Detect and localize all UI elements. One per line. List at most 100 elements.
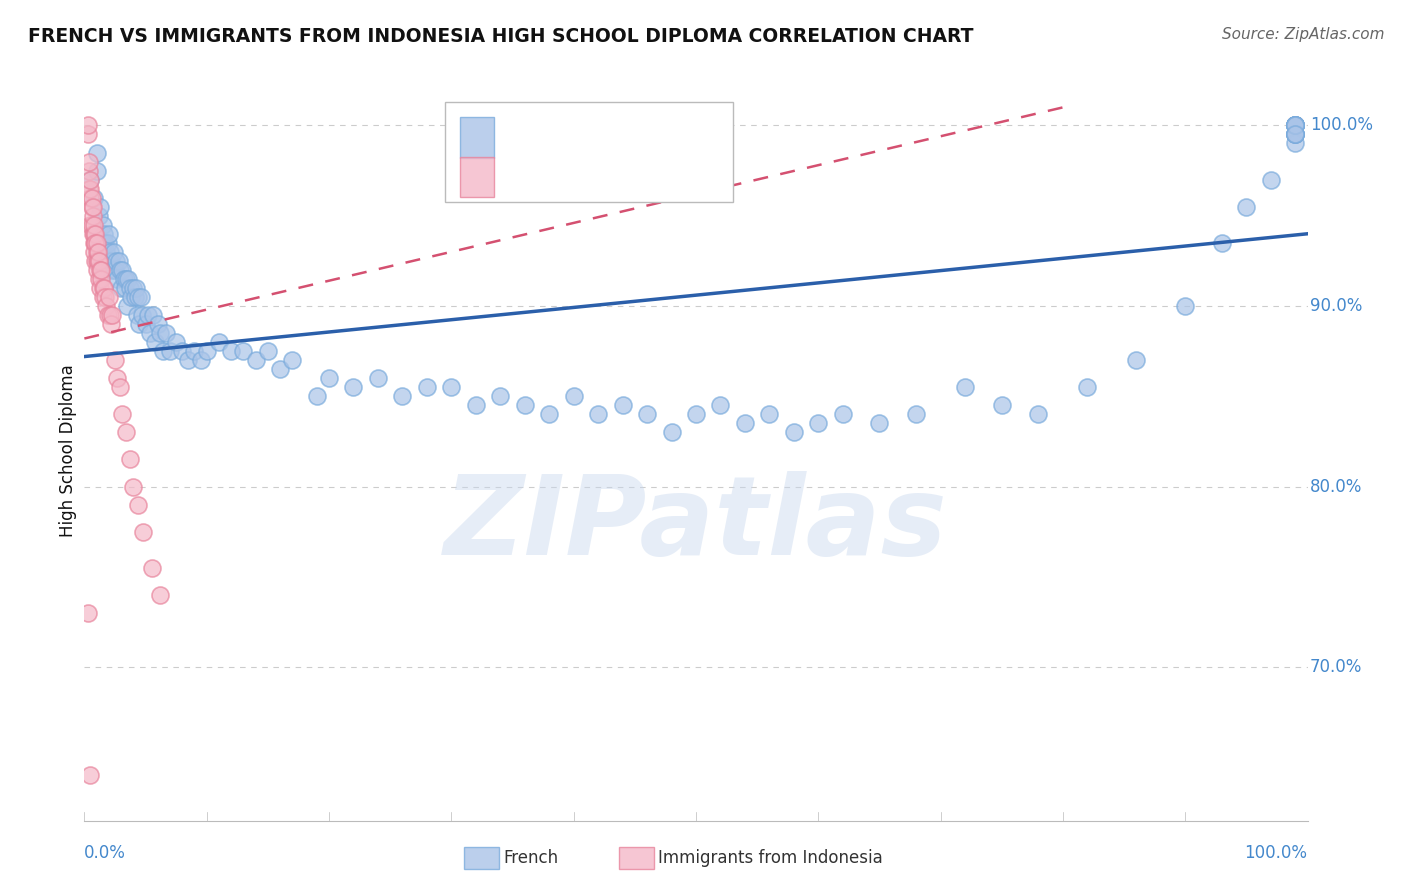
Point — [783, 425, 806, 440]
Point — [146, 317, 169, 331]
Point — [1284, 136, 1306, 151]
Point — [94, 290, 117, 304]
Point — [661, 425, 683, 440]
Point — [84, 227, 107, 241]
Point — [80, 218, 103, 232]
Point — [905, 408, 928, 422]
Point — [127, 498, 149, 512]
Point — [107, 253, 129, 268]
Point — [117, 272, 139, 286]
Point — [342, 380, 364, 394]
Point — [513, 398, 536, 412]
Point — [89, 200, 111, 214]
Point — [86, 163, 108, 178]
Point — [96, 299, 118, 313]
Point — [103, 244, 125, 259]
Point — [1028, 408, 1050, 422]
Point — [83, 235, 105, 250]
Point — [79, 172, 101, 186]
Point — [1236, 200, 1258, 214]
Point — [1284, 128, 1306, 142]
Point — [1284, 119, 1306, 133]
Point — [141, 561, 163, 575]
Point — [139, 326, 162, 340]
Point — [91, 235, 114, 250]
FancyBboxPatch shape — [446, 103, 733, 202]
Point — [89, 281, 111, 295]
Point — [1174, 299, 1197, 313]
Point — [104, 353, 127, 368]
Point — [219, 344, 242, 359]
Point — [953, 380, 976, 394]
Point — [87, 253, 110, 268]
Point — [118, 281, 141, 295]
Point — [172, 344, 194, 359]
Point — [91, 218, 114, 232]
Point — [136, 308, 159, 322]
Point — [135, 317, 157, 331]
Point — [101, 263, 124, 277]
Point — [79, 172, 101, 186]
Point — [1284, 128, 1306, 142]
Point — [79, 218, 101, 232]
Text: 90.0%: 90.0% — [1310, 297, 1362, 315]
Point — [86, 263, 108, 277]
FancyBboxPatch shape — [460, 117, 494, 158]
Point — [82, 200, 104, 214]
Point — [128, 317, 150, 331]
Point — [114, 281, 136, 295]
Point — [89, 263, 111, 277]
Point — [367, 371, 389, 385]
Point — [120, 290, 142, 304]
Point — [97, 290, 120, 304]
Point — [1211, 235, 1233, 250]
Point — [165, 335, 187, 350]
Point — [269, 362, 291, 376]
Point — [98, 244, 121, 259]
Text: FRENCH VS IMMIGRANTS FROM INDONESIA HIGH SCHOOL DIPLOMA CORRELATION CHART: FRENCH VS IMMIGRANTS FROM INDONESIA HIGH… — [28, 27, 973, 45]
Point — [87, 253, 110, 268]
Point — [129, 290, 152, 304]
Point — [1125, 353, 1147, 368]
Point — [245, 353, 267, 368]
Point — [80, 200, 103, 214]
Point — [77, 119, 100, 133]
Point — [96, 244, 118, 259]
Point — [125, 281, 148, 295]
Text: 100.0%: 100.0% — [1244, 844, 1308, 862]
Point — [807, 417, 830, 431]
Point — [91, 281, 114, 295]
Point — [83, 218, 105, 232]
Point — [97, 253, 120, 268]
Point — [115, 299, 138, 313]
Point — [305, 389, 328, 403]
Point — [101, 308, 124, 322]
Point — [124, 290, 146, 304]
Point — [90, 263, 112, 277]
Point — [122, 281, 145, 295]
Y-axis label: High School Diploma: High School Diploma — [59, 364, 77, 537]
Point — [132, 524, 155, 539]
Point — [208, 335, 231, 350]
Point — [111, 263, 134, 277]
Point — [831, 408, 853, 422]
Point — [1284, 119, 1306, 133]
Point — [991, 398, 1014, 412]
Point — [142, 308, 165, 322]
Point — [612, 398, 634, 412]
Point — [1284, 128, 1306, 142]
Point — [87, 244, 110, 259]
Point — [391, 389, 413, 403]
Point — [82, 227, 104, 241]
Point — [440, 380, 463, 394]
Point — [190, 353, 212, 368]
Point — [152, 344, 174, 359]
Point — [77, 154, 100, 169]
Point — [83, 191, 105, 205]
Point — [758, 408, 780, 422]
Point — [1284, 119, 1306, 133]
Point — [105, 272, 128, 286]
Point — [155, 326, 177, 340]
Text: R = 0.222   N = 116: R = 0.222 N = 116 — [509, 129, 706, 147]
Point — [87, 272, 110, 286]
